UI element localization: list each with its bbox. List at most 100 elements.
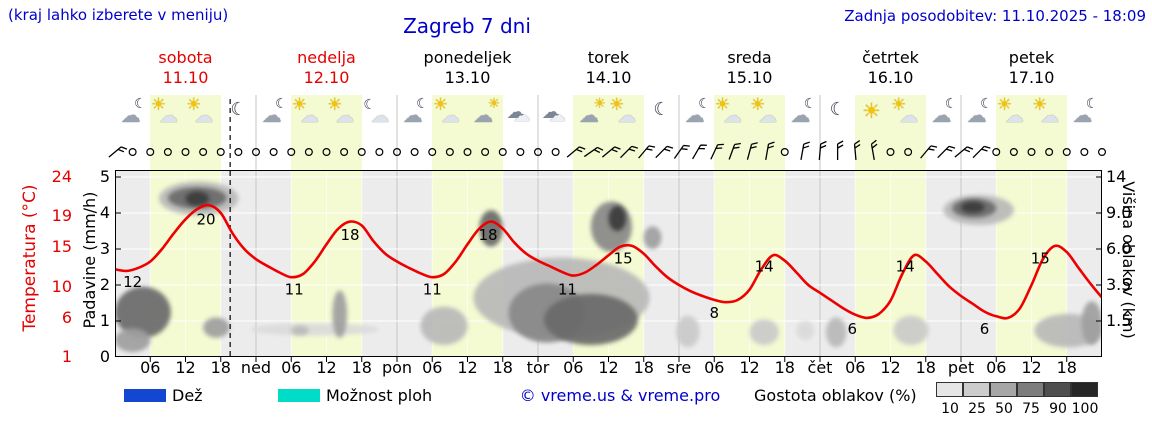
cloud-glyph: ☁ [158,105,178,127]
wind-barb-icon [972,145,991,159]
cloud-scale-cell [1071,382,1098,397]
temp-value-label: 20 [197,210,216,228]
wind-calm-icon [516,147,525,156]
cloud-scale-cell [1017,382,1044,397]
wind-barb-icon [728,142,741,160]
day-name: sreda [727,48,772,67]
sun-glyph: ☀ [861,99,881,123]
day-date: 12.10 [303,68,350,87]
cloud-scale-value: 50 [995,401,1013,417]
temp-value-label: 8 [709,304,719,322]
wind-calm-icon [181,147,190,156]
moon-glyph: ☾ [134,96,147,112]
day-name: četrtek [862,48,919,67]
day-header: nedelja 12.10 [257,48,397,88]
cloud-blob [543,294,638,345]
sun-glyph: ☀ [327,95,343,115]
wind-calm-icon [163,147,172,156]
weather-icon-cloud-moon: ☾ ☁ [680,97,714,129]
cloud-glyph: ☁ [299,105,319,127]
moon-glyph: ☾ [230,99,247,120]
time-tick-label: 12 [598,358,619,377]
cloud-glyph: ☁ [548,106,566,126]
time-tick-label: 18 [915,358,936,377]
time-tick-label: 12 [457,358,478,377]
wind-barb-icon [673,144,690,159]
wind-barb-icon [800,141,810,160]
wind-calm-icon [463,147,472,156]
sun-glyph: ☀ [996,95,1013,115]
weather-icon-moon: ☾ [821,99,855,129]
wind-calm-icon [322,147,331,156]
day-date: 16.10 [867,68,914,87]
weather-icon-sun-cloud: ☀ ☁ [291,95,326,129]
day-date: 11.10 [162,68,209,87]
wind-calm-icon [375,147,384,156]
temp-tick-label: 19 [51,206,72,226]
cloud-glyph: ☁ [1072,103,1093,127]
cloud-blob [893,315,929,345]
wind-calm-icon [252,147,261,156]
cloud-glyph: ☁ [1040,105,1060,127]
time-tick-label: pon [381,358,413,377]
weather-icon-sun-cloud: ☀ ☁ [750,97,784,129]
temp-value-label: 11 [285,281,304,299]
temp-tick-label: 24 [51,167,72,186]
sun-glyph: ☀ [291,95,308,115]
cloud-glyph: ☁ [440,105,460,127]
cloud-glyph: ☁ [335,105,355,127]
cloud-glyph: ☁ [966,103,987,127]
moon-glyph: ☾ [653,99,670,120]
day-header: petek 17.10 [962,48,1102,88]
wind-barb-icon [692,144,707,160]
time-tick-label: 06 [986,358,1007,377]
cloud-glyph: ☁ [931,103,952,127]
wind-barb-icon [870,139,878,160]
day-date: 14.10 [585,68,632,87]
wind-calm-icon [128,147,137,156]
day-date: 13.10 [444,68,491,87]
time-tick-label: 18 [633,358,654,377]
temp-tick-label: 1 [61,347,72,366]
sun-glyph: ☀ [609,95,625,115]
copyright-link[interactable]: © vreme.us & vreme.pro [519,386,721,405]
weather-icon-moon-cloud: ☾ ☁ [362,98,396,129]
cloud-glyph: ☁ [541,101,561,123]
weather-icon-cloud-moon: ☾ ☁ [398,97,432,129]
sun-glyph: ☀ [487,96,501,112]
wind-calm-icon [1062,147,1071,156]
cloud-glyph: ☁ [617,105,637,127]
wind-barb-icon [620,145,638,159]
cloud-scale-value: 90 [1049,401,1067,417]
precip-tick-label: 2 [99,275,110,294]
wind-calm-icon [481,147,490,156]
day-header: četrtek 16.10 [821,48,961,88]
time-tick-label: 06 [704,358,725,377]
temp-value-label: 18 [479,226,498,244]
wind-barb-icon [583,146,604,158]
wind-barb-icon [655,145,674,159]
weather-icon-sun-cloud: ☀ ☁ [151,97,185,129]
wind-barb-icon [937,145,956,159]
precip-tick-label: 0 [99,347,110,366]
cloud-blob [332,290,348,338]
wind-barb-icon [954,146,974,158]
cloud-glyph: ☁ [790,103,811,127]
moon-glyph: ☾ [803,96,817,112]
temp-value-label: 18 [340,226,359,244]
weather-icon-sun: ☀ [856,99,890,129]
cloud-glyph: ☁ [261,103,282,127]
day-date: 15.10 [726,68,773,87]
wind-calm-icon [445,147,454,156]
moon-glyph: ☾ [829,99,846,120]
wind-calm-icon [498,147,507,156]
wind-calm-icon [428,147,437,156]
day-name: sobota [158,48,213,67]
wind-calm-icon [357,147,366,156]
time-tick-label: 06 [563,358,584,377]
wind-calm-icon [199,147,208,156]
time-tick-label: 12 [880,358,901,377]
wind-calm-icon [1097,147,1106,156]
cloud-blob [1081,301,1102,345]
weather-icon-cloud-sun: ☀ ☁ [574,97,608,129]
